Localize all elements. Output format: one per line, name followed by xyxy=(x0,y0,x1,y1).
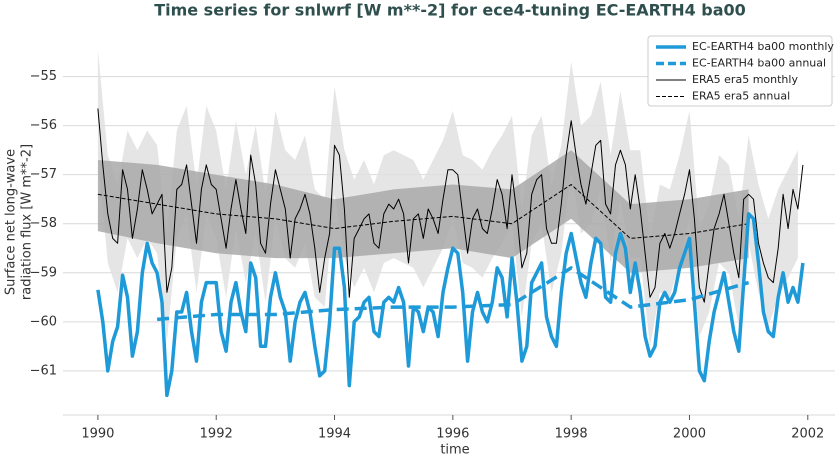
y-tick-label: −57 xyxy=(30,167,57,182)
x-axis-label: time xyxy=(440,443,469,457)
x-tick-label: 1994 xyxy=(318,427,351,442)
y-tick-label: −61 xyxy=(30,363,57,378)
series-line xyxy=(96,212,805,398)
y-tick-label: −60 xyxy=(30,314,57,329)
chart-title: Time series for snlwrf [W m**-2] for ece… xyxy=(154,1,746,20)
legend-box xyxy=(647,35,833,107)
y-tick-label: −59 xyxy=(30,265,57,280)
series-line xyxy=(156,266,750,322)
x-tick-label: 2002 xyxy=(791,427,824,442)
x-tick-label: 1998 xyxy=(555,427,588,442)
x-tick-label: 1996 xyxy=(436,427,469,442)
y-axis-label: Surface net long-wave xyxy=(4,149,19,295)
y-tick-label: −56 xyxy=(30,118,57,133)
legend-label: ERA5 era5 monthly xyxy=(692,73,798,86)
legend-label: EC-EARTH4 ba00 monthly xyxy=(692,40,834,53)
y-tick-label: −58 xyxy=(30,216,57,231)
x-tick-label: 1990 xyxy=(81,427,114,442)
y-axis-label: radiation flux [W m**-2] xyxy=(20,144,35,300)
legend-label: ERA5 era5 annual xyxy=(692,90,790,103)
y-tick-label: −55 xyxy=(30,69,57,84)
x-tick-label: 2000 xyxy=(673,427,706,442)
series-line xyxy=(97,108,804,303)
legend-label: EC-EARTH4 ba00 annual xyxy=(692,57,826,70)
legend: EC-EARTH4 ba00 monthly EC-EARTH4 ba00 ann… xyxy=(647,35,834,107)
series-line xyxy=(97,184,749,239)
x-tick-label: 1992 xyxy=(200,427,233,442)
